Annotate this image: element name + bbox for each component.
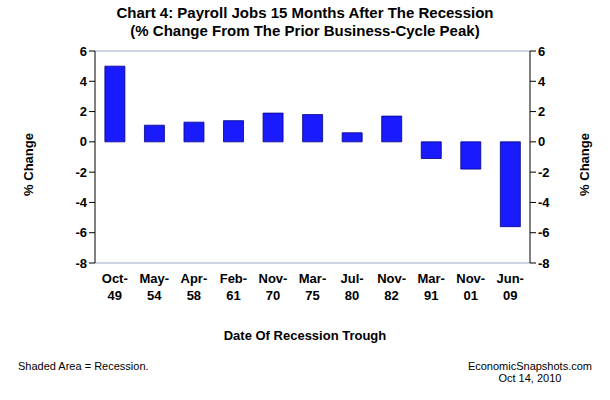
svg-text:-8: -8 <box>538 256 550 271</box>
svg-text:6: 6 <box>80 44 87 59</box>
svg-text:-6: -6 <box>538 225 550 240</box>
svg-text:Oct-49: Oct-49 <box>102 271 128 303</box>
html-text:EconomicSnapshots.com: EconomicSnapshots.com <box>467 360 592 372</box>
svg-text:May-54: May-54 <box>140 271 170 303</box>
svg-text:-2: -2 <box>538 165 550 180</box>
html-text:Oct 14, 2010: Oct 14, 2010 <box>498 372 562 384</box>
svg-text:0: 0 <box>80 134 87 149</box>
svg-text:Jun-09: Jun-09 <box>497 271 524 303</box>
svg-text:Mar-91: Mar-91 <box>417 271 444 303</box>
svg-text:4: 4 <box>80 74 88 89</box>
svg-text:-8: -8 <box>75 256 87 271</box>
svg-text:0: 0 <box>538 134 545 149</box>
svg-text:-4: -4 <box>538 195 550 210</box>
svg-text:-4: -4 <box>75 195 87 210</box>
html-text:% Change: % Change <box>20 133 36 196</box>
svg-text:-2: -2 <box>75 165 87 180</box>
html-text:% Change: % Change <box>576 133 592 196</box>
html-text:Chart 4: Payroll Jobs 15 Month: Chart 4: Payroll Jobs 15 Months After Th… <box>116 4 494 21</box>
svg-text:Nov-01: Nov-01 <box>456 271 485 303</box>
svg-text:2: 2 <box>80 104 87 119</box>
svg-text:-6: -6 <box>75 225 87 240</box>
html-text:(% Change From The Prior Busin: (% Change From The Prior Business-Cycle … <box>130 22 480 39</box>
svg-text:Apr-58: Apr-58 <box>181 271 208 303</box>
html-text:Shaded Area = Recession.: Shaded Area = Recession. <box>18 360 149 372</box>
svg-text:6: 6 <box>538 44 545 59</box>
svg-text:Nov-82: Nov-82 <box>377 271 406 303</box>
svg-text:2: 2 <box>538 104 545 119</box>
svg-text:Feb-61: Feb-61 <box>220 271 247 303</box>
svg-text:Mar-75: Mar-75 <box>299 271 326 303</box>
svg-text:Nov-70: Nov-70 <box>259 271 288 303</box>
html-text:Date Of Recession Trough: Date Of Recession Trough <box>223 328 387 343</box>
svg-text:4: 4 <box>538 74 546 89</box>
svg-text:Jul-80: Jul-80 <box>340 271 363 303</box>
